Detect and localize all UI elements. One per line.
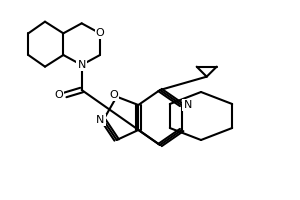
- Text: O: O: [109, 90, 118, 100]
- Text: O: O: [55, 90, 63, 100]
- Text: O: O: [96, 28, 104, 38]
- Text: N: N: [184, 100, 192, 110]
- Text: N: N: [77, 60, 86, 70]
- Text: N: N: [96, 115, 104, 125]
